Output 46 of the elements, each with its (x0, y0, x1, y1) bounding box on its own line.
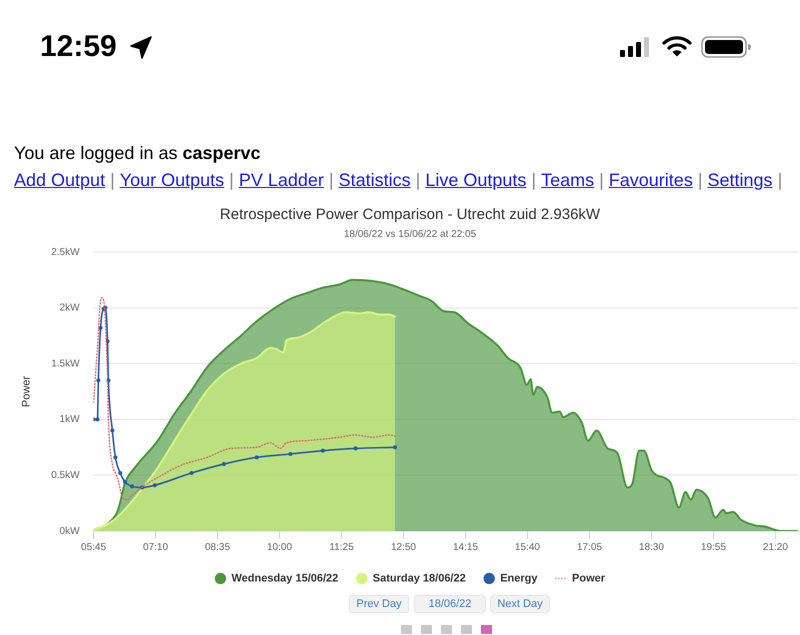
legend-label: Power (572, 572, 606, 585)
chart-title: Retrospective Power Comparison - Utrecht zuid 2.936kW (220, 206, 601, 224)
point (393, 445, 398, 450)
point (190, 470, 194, 475)
point (118, 470, 122, 475)
x-tick-label: 17:05 (576, 542, 602, 553)
text: You are logged in as caspervc (14, 142, 261, 164)
point (320, 448, 325, 453)
y-tick-label: 2.5kW (51, 246, 80, 258)
y-tick-label: 0.5kW (51, 470, 80, 481)
x-tick-label: 19:55 (700, 542, 726, 553)
button[interactable]: Next Day (490, 595, 550, 613)
x-tick-label: 14:15 (452, 542, 478, 553)
point (95, 417, 100, 422)
point (288, 452, 292, 456)
button[interactable]: Prev Day (349, 595, 409, 613)
point (130, 484, 134, 488)
point (110, 428, 114, 433)
x-tick-label: 05:45 (81, 542, 106, 553)
x-tick-label: 11:25 (329, 542, 354, 553)
y-tick-label: 0kW (60, 526, 80, 537)
chart-subtitle: 18/06/22 vs 15/06/22 at 22:05 (344, 228, 477, 240)
legend-label: Wednesday 15/06/22 (231, 572, 338, 585)
button[interactable]: 18/06/22 (414, 595, 486, 613)
text: Add Output | Your Outputs | PV Ladder | Statistics | Live Outputs | Teams | Favourites | Settings | (14, 170, 782, 190)
y-tick-label: 2kW (60, 302, 80, 314)
x-tick-label: 07:10 (143, 542, 168, 553)
point (222, 462, 226, 466)
point (254, 455, 259, 460)
x-tick-label: 21:20 (762, 542, 788, 553)
y-tick-label: 1.5kW (51, 358, 80, 370)
point (152, 483, 157, 488)
text: 12:59 (40, 30, 117, 64)
x-tick-label: 10:00 (266, 542, 292, 553)
point (354, 446, 358, 450)
y-tick-label: 1kW (60, 414, 80, 426)
point (123, 480, 128, 484)
x-tick-label: 18:30 (638, 542, 664, 553)
x-tick-label: 12:50 (390, 542, 416, 553)
point (113, 455, 118, 460)
legend-label: Saturday 18/06/22 (372, 572, 466, 585)
legend-label: Energy (500, 572, 538, 585)
x-tick-label: 08:35 (204, 542, 230, 553)
point (96, 378, 100, 382)
x-tick-label: 15:40 (514, 542, 540, 553)
y-axis-title: Power (20, 376, 33, 408)
